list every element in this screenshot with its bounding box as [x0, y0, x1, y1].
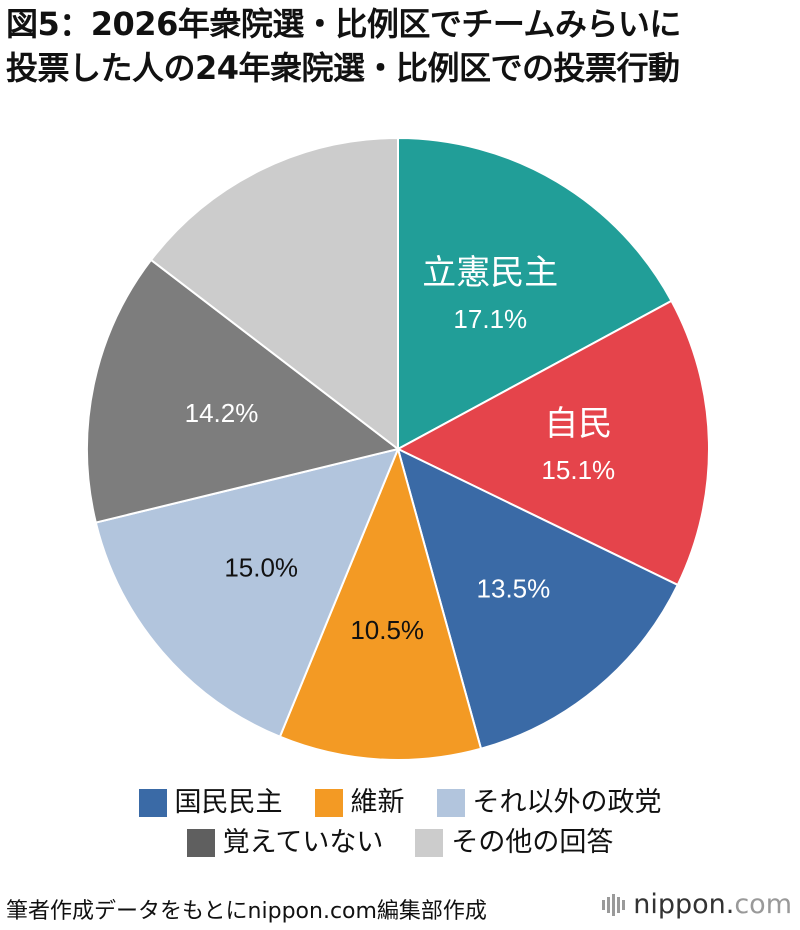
chart-title-line2: 投票した人の24年衆院選・比例区での投票行動 [6, 49, 680, 87]
logo-text-main: nippon [633, 889, 726, 920]
legend-label: 維新 [350, 787, 405, 818]
slice-value-label: 15.0% [224, 553, 298, 583]
legend-label: それ以外の政党 [472, 787, 662, 818]
legend-swatch [138, 789, 167, 817]
slice-name-label: 立憲民主 [422, 253, 558, 293]
legend-label: 覚えていない [222, 827, 384, 858]
legend-label: その他の回答 [451, 827, 614, 858]
legend-swatch [415, 829, 444, 857]
legend-label: 国民民主 [174, 787, 283, 818]
legend-row-2: 覚えていない その他の回答 [0, 823, 800, 863]
slice-value-label: 14.2% [185, 398, 259, 428]
pie-slice-1 [395, 299, 711, 587]
pie-slice-3 [278, 445, 483, 761]
pie-slice-5 [86, 258, 401, 524]
chart-title: 図5：2026年衆院選・比例区でチームみらいに 投票した人の24年衆院選・比例区… [6, 2, 796, 90]
legend-swatch [314, 789, 343, 817]
pie-slice-0 [397, 136, 673, 451]
slice-value-label: 15.1% [541, 455, 615, 485]
pie-slice-6 [149, 136, 399, 452]
legend-swatch [186, 829, 215, 857]
legend-item: それ以外の政党 [436, 787, 662, 818]
slice-value-label: 17.1% [453, 304, 527, 334]
legend: 国民民主 維新 それ以外の政党 覚えていない その他の回答 [0, 783, 800, 863]
slice-name-label: 自民 [544, 404, 612, 444]
legend-item: 国民民主 [138, 787, 283, 818]
slice-value-label: 10.5% [350, 615, 424, 645]
slice-value-label: 13.5% [477, 574, 551, 604]
legend-swatch [436, 789, 465, 817]
legend-item: その他の回答 [415, 828, 613, 858]
logo-text-tld: com [734, 889, 792, 920]
logo-bars-icon [602, 893, 627, 916]
logo-text-dot: . [725, 889, 735, 920]
source-note: 筆者作成データをもとにnippon.com編集部作成 [6, 899, 487, 924]
legend-row-1: 国民民主 維新 それ以外の政党 [0, 783, 800, 823]
nippon-com-logo: nippon. com [602, 889, 792, 920]
chart-title-line1: 図5：2026年衆院選・比例区でチームみらいに [6, 5, 681, 43]
legend-item: 覚えていない [186, 827, 384, 858]
pie-slice-2 [396, 447, 680, 750]
legend-item: 維新 [314, 787, 405, 818]
pie-slice-4 [94, 447, 400, 739]
